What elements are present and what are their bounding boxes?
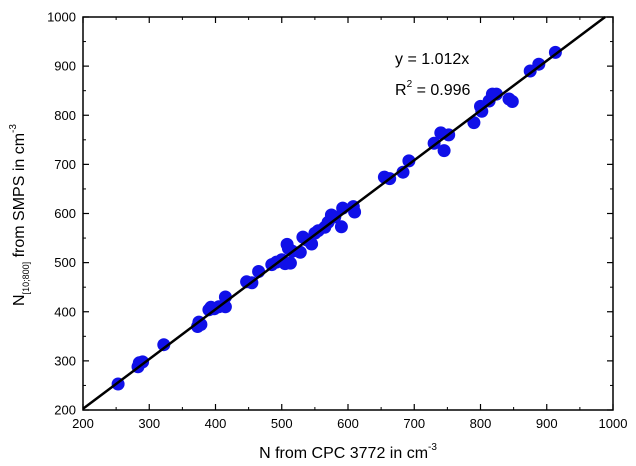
x-tick-label: 1000 [599, 416, 628, 431]
x-tick-label: 300 [138, 416, 160, 431]
y-tick-label: 400 [54, 304, 76, 319]
x-tick-label: 700 [403, 416, 425, 431]
y-tick-label: 600 [54, 206, 76, 221]
y-tick-label: 1000 [47, 10, 76, 25]
fit-r-squared: R2 = 0.996 [395, 79, 471, 99]
x-axis: 200 300 400 500 600 700 800 900 1000 [72, 17, 627, 431]
y-tick-label: 900 [54, 59, 76, 74]
y-axis-title: N[10;800] from SMPS in cm-3 [8, 124, 31, 306]
x-tick-label: 400 [205, 416, 227, 431]
y-tick-label: 300 [54, 353, 76, 368]
y-axis: 200 300 400 500 600 700 800 900 1000 [47, 10, 613, 418]
x-tick-label: 800 [470, 416, 492, 431]
data-point [532, 57, 546, 71]
y-tick-label: 700 [54, 157, 76, 172]
x-tick-label: 500 [271, 416, 293, 431]
data-point [396, 165, 410, 179]
fit-equation: y = 1.012x [395, 51, 469, 68]
x-axis-title: N from CPC 3772 in cm-3 [259, 442, 437, 462]
x-tick-label: 600 [337, 416, 359, 431]
data-point [437, 144, 451, 158]
data-point [157, 338, 171, 352]
y-tick-label: 200 [54, 403, 76, 418]
data-point [334, 220, 348, 234]
data-point [505, 95, 519, 108]
data-point [402, 154, 416, 168]
x-tick-label: 900 [536, 416, 558, 431]
data-point [328, 210, 342, 224]
fit-line [82, 16, 606, 410]
x-tick-label: 200 [72, 416, 94, 431]
y-tick-label: 500 [54, 255, 76, 270]
y-tick-label: 800 [54, 108, 76, 123]
data-point [283, 256, 297, 270]
